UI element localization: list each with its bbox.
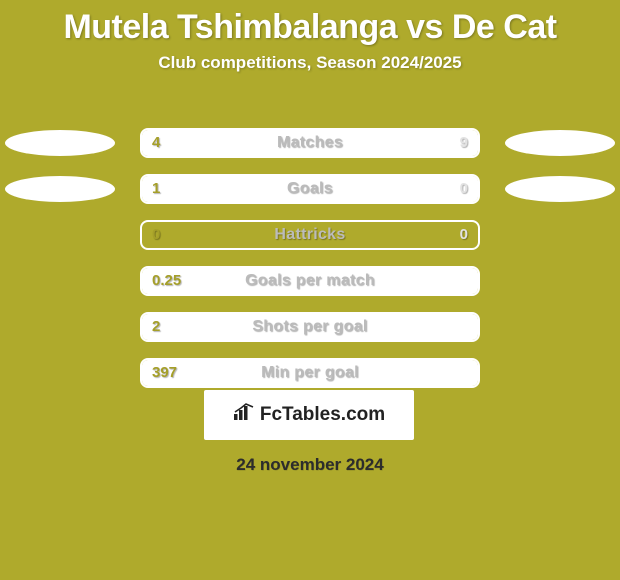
stat-row: Hattricks0 0: [0, 212, 620, 258]
stat-value-left: 4: [152, 130, 160, 156]
stat-label: Shots per goal: [142, 314, 478, 340]
stat-value-left: 0.25: [152, 268, 181, 294]
stat-value-right: 0: [460, 222, 468, 248]
stat-value-left: 397: [152, 360, 177, 386]
stat-bar: Hattricks0 0: [140, 220, 480, 250]
stat-bar: Goals1 0: [140, 174, 480, 204]
stat-label: Goals per match: [142, 268, 478, 294]
player-photo: [505, 176, 615, 202]
chart-icon: [233, 403, 255, 427]
stat-value-right: 9: [460, 130, 468, 156]
date: 24 november 2024: [0, 455, 620, 475]
stat-label: Matches: [142, 130, 478, 156]
stat-row: Shots per goal2: [0, 304, 620, 350]
stat-row: Goals1 0: [0, 166, 620, 212]
stat-value-right: 0: [460, 176, 468, 202]
stat-value-left: 1: [152, 176, 160, 202]
stat-label: Goals: [142, 176, 478, 202]
stat-label: Min per goal: [142, 360, 478, 386]
stat-row: Goals per match0.25: [0, 258, 620, 304]
stat-value-left: 2: [152, 314, 160, 340]
player-photo: [5, 130, 115, 156]
stats-rows: Matches49Goals10Hattricks00Goals per mat…: [0, 120, 620, 396]
logo-text: FcTables.com: [260, 404, 385, 426]
stat-row: Matches4 9: [0, 120, 620, 166]
stat-bar: Goals per match0.25: [140, 266, 480, 296]
logo-box: FcTables.com: [204, 390, 414, 440]
player-photo: [5, 176, 115, 202]
subtitle: Club competitions, Season 2024/2025: [0, 53, 620, 73]
comparison-card: Mutela Tshimbalanga vs De Cat Club compe…: [0, 0, 620, 580]
stat-bar: Min per goal397: [140, 358, 480, 388]
stat-bar: Shots per goal2: [140, 312, 480, 342]
player-photo: [505, 130, 615, 156]
stat-bar: Matches4 9: [140, 128, 480, 158]
stat-label: Hattricks: [142, 222, 478, 248]
stat-value-left: 0: [152, 222, 160, 248]
title: Mutela Tshimbalanga vs De Cat: [0, 0, 620, 47]
logo: FcTables.com: [233, 403, 385, 427]
